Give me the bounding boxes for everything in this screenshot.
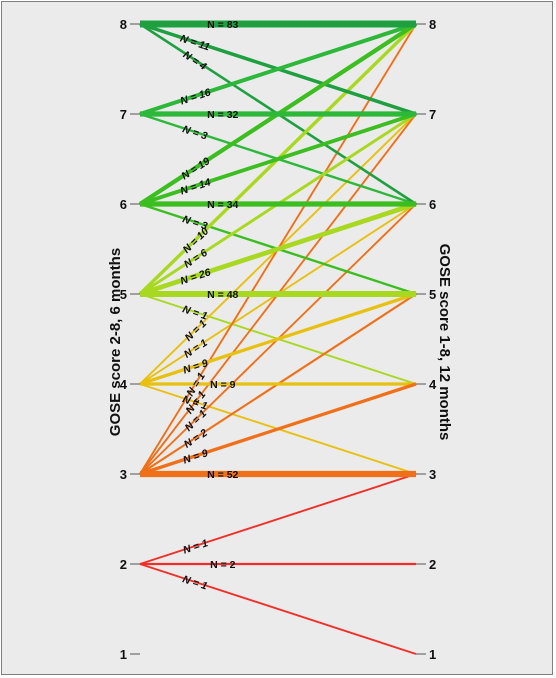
link-label-8-to-7: N = 11 bbox=[179, 33, 212, 54]
right-tick-label-2: 2 bbox=[429, 557, 436, 572]
link-label-5-to-6: N = 26 bbox=[179, 266, 213, 287]
link-label-5-to-5: N = 48 bbox=[207, 289, 238, 301]
right-tick-label-8: 8 bbox=[429, 17, 436, 32]
left-tick-label-4: 4 bbox=[120, 377, 128, 392]
link-label-2-to-1: N = 1 bbox=[181, 573, 209, 592]
link-label-3-to-3: N = 52 bbox=[207, 469, 238, 481]
left-axis-title: GOSE score 2-8, 6 months bbox=[107, 248, 124, 436]
right-tick-label-6: 6 bbox=[429, 197, 436, 212]
links-layer bbox=[138, 20, 418, 655]
link-2-to-3 bbox=[139, 473, 417, 565]
link-label-8-to-8: N = 83 bbox=[207, 19, 238, 31]
link-3-to-4 bbox=[139, 382, 417, 476]
link-label-2-to-2: N = 2 bbox=[210, 559, 236, 571]
left-tick-label-6: 6 bbox=[120, 197, 127, 212]
ticks-layer: 1 2 3 4 5 6 7 8 1 2 3 4 5 6 7 8 bbox=[120, 17, 437, 662]
link-5-to-6 bbox=[139, 201, 417, 297]
link-label-7-to-7: N = 32 bbox=[207, 109, 238, 121]
link-7-to-8 bbox=[139, 22, 417, 116]
right-tick-label-1: 1 bbox=[429, 647, 436, 662]
right-tick-label-5: 5 bbox=[429, 287, 436, 302]
left-tick-label-2: 2 bbox=[120, 557, 127, 572]
right-tick-label-4: 4 bbox=[429, 377, 437, 392]
link-label-2-to-3: N = 1 bbox=[182, 537, 210, 556]
link-6-to-7 bbox=[139, 112, 417, 206]
link-labels-layer: N = 83N = 11N = 4N = 16N = 32N = 3N = 19… bbox=[179, 19, 239, 593]
link-label-8-to-6: N = 4 bbox=[181, 49, 209, 73]
left-tick-label-7: 7 bbox=[120, 107, 127, 122]
left-tick-label-5: 5 bbox=[120, 287, 127, 302]
link-label-7-to-6: N = 3 bbox=[181, 123, 209, 142]
link-4-to-5 bbox=[139, 292, 417, 386]
link-label-6-to-6: N = 34 bbox=[207, 199, 238, 211]
link-label-4-to-4: N = 9 bbox=[210, 379, 236, 391]
link-label-5-to-4: N = 1 bbox=[181, 303, 209, 322]
right-tick-label-3: 3 bbox=[429, 467, 436, 482]
left-tick-label-1: 1 bbox=[120, 647, 127, 662]
left-tick-label-8: 8 bbox=[120, 17, 127, 32]
right-tick-label-7: 7 bbox=[429, 107, 436, 122]
link-label-7-to-8: N = 16 bbox=[179, 86, 213, 107]
link-label-3-to-4: N = 9 bbox=[182, 447, 210, 466]
link-2-to-1 bbox=[139, 563, 417, 655]
left-tick-label-3: 3 bbox=[120, 467, 127, 482]
right-axis-title: GOSE score 1-8, 12 months bbox=[436, 244, 453, 441]
